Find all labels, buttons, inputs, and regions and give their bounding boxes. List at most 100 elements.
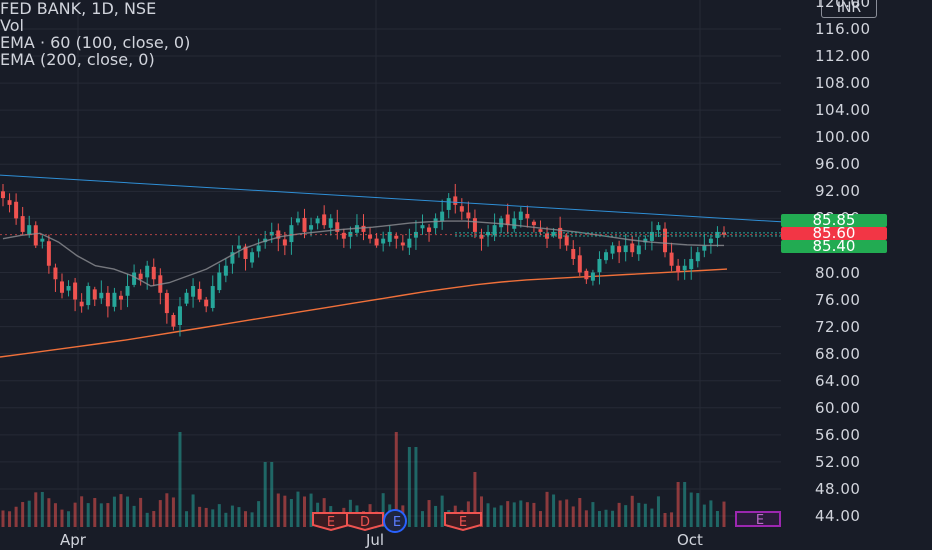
candle-body	[499, 218, 504, 228]
volume-bar	[191, 494, 195, 527]
event-marker[interactable]: E	[312, 512, 350, 532]
candle-body	[92, 289, 97, 300]
bid-price-badge: 85.40	[781, 239, 887, 254]
volume-bar	[414, 447, 418, 527]
trendline-path	[0, 174, 782, 223]
volume-bar	[663, 512, 667, 527]
event-marker[interactable]: D	[346, 512, 384, 532]
volume-bar	[525, 502, 529, 527]
volume-bar	[276, 493, 280, 527]
volume-bar	[224, 512, 228, 527]
volume-bar	[1, 510, 5, 527]
candle-body	[492, 225, 497, 236]
volume-bar	[204, 507, 208, 527]
price-tick: 44.00	[815, 507, 861, 525]
volume-bar	[656, 496, 660, 527]
time-tick: Apr	[60, 531, 86, 549]
volume-bar	[112, 496, 116, 527]
volume-bar	[479, 496, 483, 527]
candle-body	[7, 200, 12, 205]
event-marker[interactable]: E	[735, 511, 781, 528]
candle-body	[702, 245, 707, 251]
candlesticks	[1, 183, 726, 337]
price-axis[interactable]: INR 120.00 116.00 112.00 108.00 104.00 100.00…	[781, 0, 932, 530]
event-marker-label: E	[459, 515, 467, 530]
volume-bar	[394, 432, 398, 527]
ask-price-badge: 85.85	[781, 213, 887, 228]
volume-bar	[217, 504, 221, 527]
candle-body	[407, 238, 412, 248]
candle-body	[145, 265, 150, 278]
candle-body	[381, 238, 386, 244]
volume-bar	[420, 511, 424, 527]
volume-bar	[198, 506, 202, 527]
price-tick: 100.00	[815, 128, 871, 147]
ema-200-path	[0, 268, 728, 358]
candle-body	[217, 272, 222, 291]
event-marker[interactable]: E	[383, 509, 407, 533]
volume-bar	[27, 500, 31, 527]
candle-body	[708, 238, 713, 244]
volume-bar	[21, 502, 25, 527]
candle-body	[184, 292, 189, 304]
volume-bar	[650, 508, 654, 527]
candle-body	[505, 214, 510, 226]
candle-body	[361, 225, 366, 232]
volume-bar	[178, 432, 182, 527]
candle-body	[400, 242, 405, 246]
candle-body	[151, 266, 156, 280]
candle-body	[322, 214, 327, 226]
volume-label[interactable]: Vol	[0, 16, 24, 35]
price-tick: 64.00	[815, 371, 861, 390]
volume-bar	[158, 500, 162, 527]
candle-body	[453, 196, 458, 205]
candle-body	[459, 206, 464, 212]
volume-bar	[185, 511, 189, 527]
candle-body	[525, 213, 530, 219]
time-axis[interactable]: Apr Jul Oct	[0, 530, 932, 550]
volume-bar	[676, 482, 680, 527]
volume-bar	[643, 503, 647, 527]
volume-bar	[545, 491, 549, 527]
volume-bar	[493, 507, 497, 527]
candle-body	[427, 227, 432, 232]
candle-body	[656, 225, 661, 231]
candle-body	[66, 286, 71, 291]
candle-body	[14, 201, 19, 219]
candle-body	[571, 248, 576, 259]
volume-bar	[499, 505, 503, 527]
event-marker[interactable]: E	[444, 512, 482, 532]
candle-body	[230, 252, 235, 264]
volume-bar	[53, 503, 57, 527]
time-tick: Oct	[677, 531, 703, 549]
currency-label[interactable]: INR	[821, 0, 877, 18]
candle-body	[118, 295, 123, 300]
candle-body	[420, 225, 425, 229]
event-marker-label: E	[393, 515, 401, 530]
candle-body	[466, 212, 471, 219]
candle-body	[643, 238, 648, 243]
candle-body	[335, 222, 340, 232]
candle-body	[715, 231, 720, 238]
candle-body	[59, 281, 64, 293]
trendline[interactable]	[0, 174, 782, 223]
candle-body	[197, 288, 202, 300]
symbol-title[interactable]: FED BANK, 1D, NSE	[0, 0, 157, 18]
grid-lines	[0, 0, 781, 530]
volume-bar	[211, 509, 215, 527]
candle-body	[256, 245, 261, 252]
volume-bar	[381, 493, 385, 527]
volume-bar	[538, 511, 542, 527]
candle-body	[309, 225, 314, 230]
candle-body	[590, 272, 595, 281]
event-marker-label: E	[756, 513, 764, 528]
volume-bar	[165, 493, 169, 527]
ema-200-label[interactable]: EMA (200, close, 0)	[0, 50, 155, 69]
ema-100-label[interactable]: EMA · 60 (100, close, 0)	[0, 33, 191, 52]
volume-bar	[8, 511, 12, 527]
candle-body	[610, 245, 615, 254]
volume-bar	[263, 462, 267, 527]
volume-bar	[591, 502, 595, 527]
